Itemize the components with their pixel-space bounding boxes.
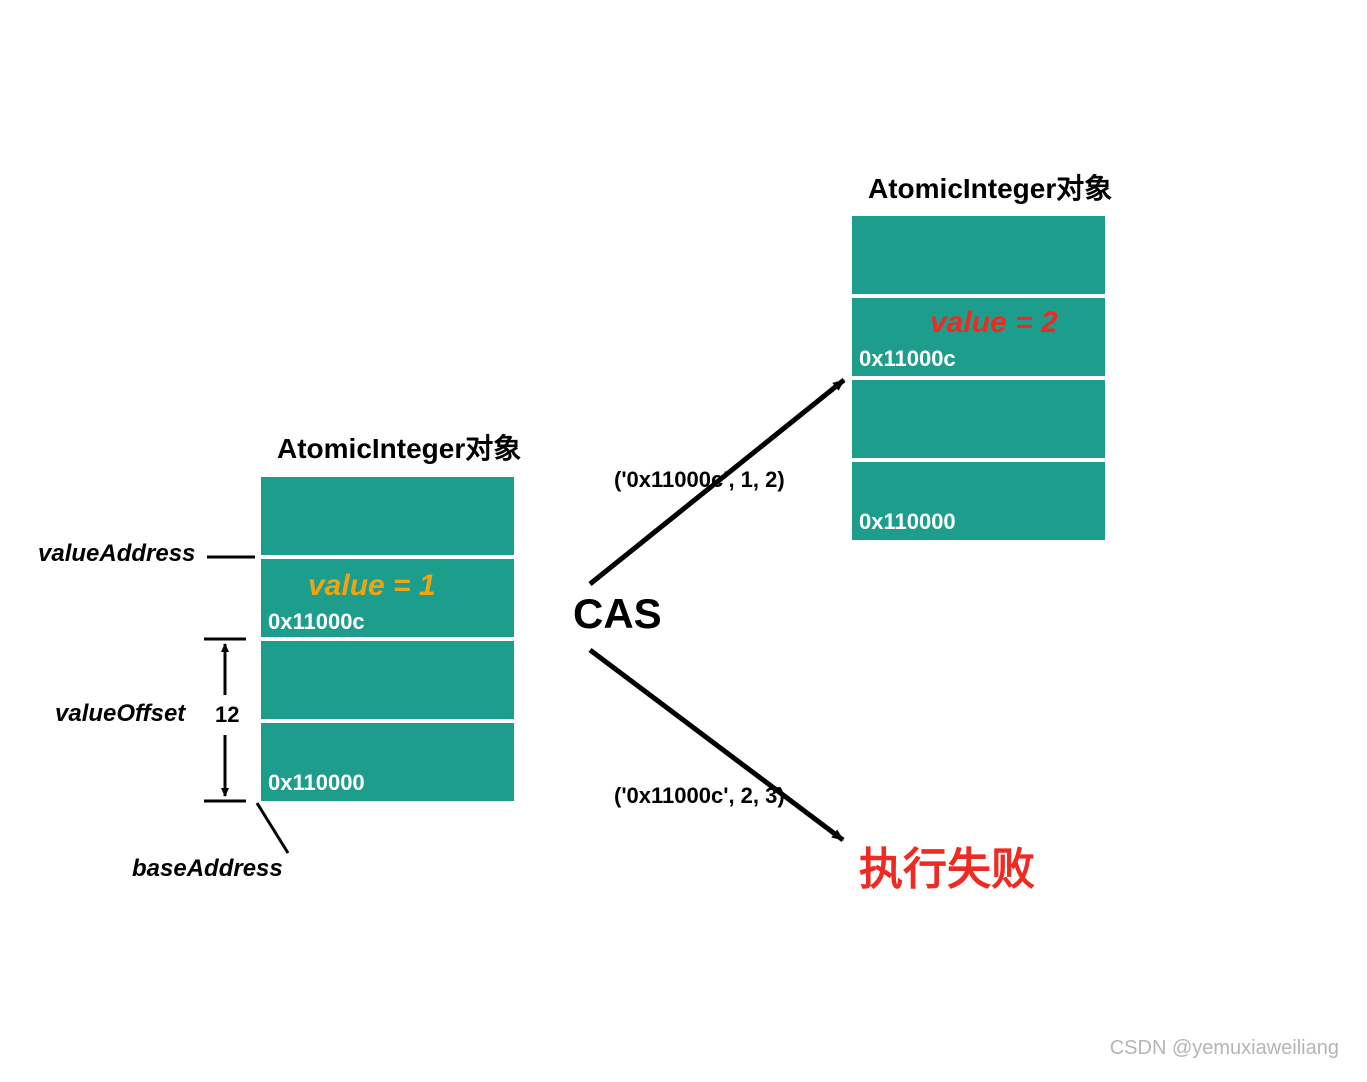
label-baseAddress: baseAddress xyxy=(132,855,283,883)
label-valueAddress: valueAddress xyxy=(38,540,195,568)
fail-text: 执行失败 xyxy=(859,833,1035,897)
arrow1-label: ('0x11000c', 1, 2) xyxy=(614,467,785,493)
left-addr2: 0x110000 xyxy=(268,770,365,796)
offset-12: 12 xyxy=(215,702,239,728)
right-value: value = 2 xyxy=(930,306,1058,340)
diagram-lines xyxy=(0,0,1367,1082)
right-title: AtomicInteger对象 xyxy=(868,167,1112,207)
right-row-0 xyxy=(848,212,1109,298)
right-row-2 xyxy=(848,376,1109,462)
right-addr2: 0x110000 xyxy=(859,509,956,535)
left-row-0 xyxy=(257,473,518,559)
cas-label: CAS xyxy=(573,590,662,638)
left-addr1: 0x11000c xyxy=(268,609,365,635)
left-value: value = 1 xyxy=(308,569,436,603)
right-addr1: 0x11000c xyxy=(859,346,956,372)
left-row-2 xyxy=(257,637,518,723)
arrow2-label: ('0x11000c', 2, 3) xyxy=(614,783,785,809)
left-title: AtomicInteger对象 xyxy=(277,427,521,467)
label-valueOffset: valueOffset xyxy=(55,700,185,728)
watermark: CSDN @yemuxiaweiliang xyxy=(1110,1037,1339,1060)
